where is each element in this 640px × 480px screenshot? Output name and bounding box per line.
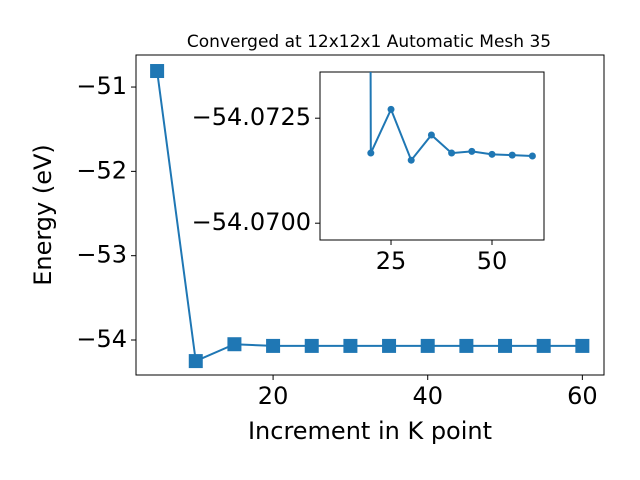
- marker: [367, 149, 375, 157]
- y-axis-label: Energy (eV): [29, 144, 57, 286]
- chart-title: Converged at 12x12x1 Automatic Mesh 35: [187, 32, 551, 52]
- marker: [227, 337, 242, 352]
- x-tick-label: 20: [258, 382, 289, 410]
- marker: [407, 156, 415, 164]
- x-tick-label: 40: [412, 382, 443, 410]
- marker: [427, 131, 435, 139]
- marker: [488, 150, 496, 158]
- plot-area: [367, 72, 536, 164]
- marker: [468, 147, 476, 155]
- y-tick-label: −53: [76, 241, 127, 269]
- marker: [420, 338, 435, 353]
- plot-area: [150, 64, 590, 369]
- marker: [188, 354, 203, 369]
- marker: [536, 338, 551, 353]
- y-tick-label: −54: [76, 325, 127, 353]
- marker: [575, 338, 590, 353]
- marker: [508, 151, 516, 159]
- marker: [150, 64, 165, 79]
- x-tick-label: 25: [376, 247, 407, 275]
- y-tick-label: −54.0700: [192, 208, 311, 236]
- marker: [498, 338, 513, 353]
- axes-frame: [319, 71, 545, 241]
- marker: [387, 105, 395, 113]
- x-axis-label: Increment in K point: [248, 417, 492, 445]
- marker: [459, 338, 474, 353]
- series-line: [369, 72, 533, 163]
- marker: [304, 338, 319, 353]
- marker: [343, 338, 358, 353]
- x-tick-label: 50: [477, 247, 508, 275]
- marker: [382, 338, 397, 353]
- y-tick-label: −51: [76, 72, 127, 100]
- marker: [266, 338, 281, 353]
- y-tick-label: −54.0725: [192, 103, 311, 131]
- y-tick-label: −52: [76, 156, 127, 184]
- marker: [448, 149, 456, 157]
- marker: [528, 152, 536, 160]
- x-tick-label: 60: [567, 382, 598, 410]
